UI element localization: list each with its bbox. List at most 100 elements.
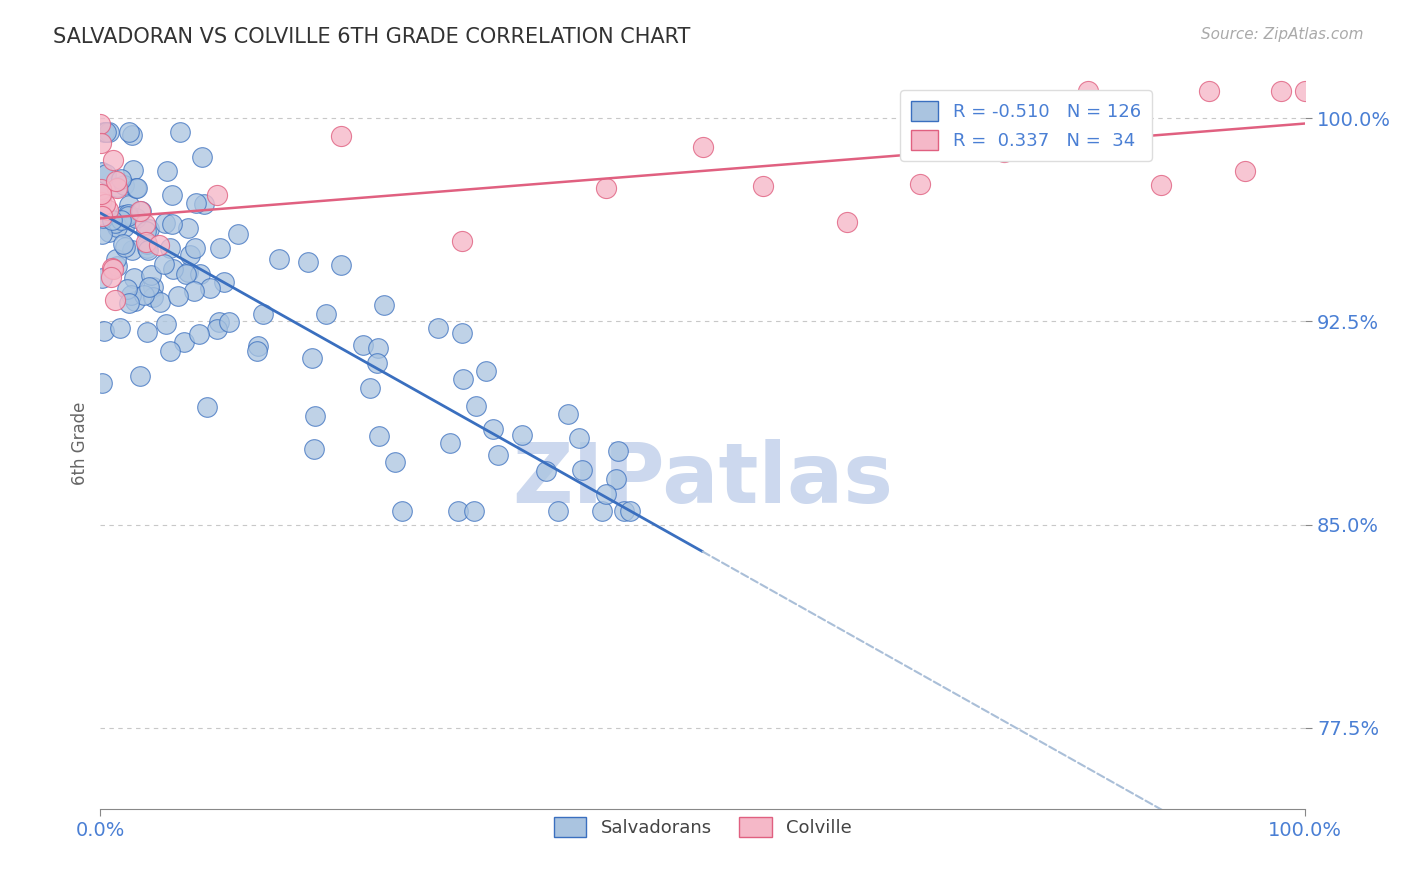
Point bbox=[101, 261, 124, 276]
Point bbox=[595, 487, 617, 501]
Point bbox=[188, 267, 211, 281]
Point bbox=[98, 225, 121, 239]
Point bbox=[108, 321, 131, 335]
Point bbox=[97, 125, 120, 139]
Point bbox=[121, 128, 143, 142]
Point bbox=[90, 209, 112, 223]
Point bbox=[193, 196, 215, 211]
Point bbox=[148, 237, 170, 252]
Point bbox=[135, 235, 157, 250]
Point bbox=[208, 315, 231, 329]
Point bbox=[125, 180, 148, 194]
Point bbox=[207, 188, 229, 202]
Point bbox=[101, 213, 124, 227]
Point bbox=[134, 288, 156, 302]
Point bbox=[207, 322, 229, 336]
Point bbox=[267, 252, 290, 266]
Point bbox=[103, 261, 125, 276]
Point bbox=[367, 429, 389, 443]
Point bbox=[366, 356, 388, 370]
Point bbox=[160, 217, 183, 231]
Y-axis label: 6th Grade: 6th Grade bbox=[72, 401, 89, 485]
Point bbox=[138, 280, 160, 294]
Point bbox=[246, 343, 269, 358]
Point bbox=[373, 298, 395, 312]
Point bbox=[112, 236, 135, 251]
Point bbox=[96, 168, 118, 182]
Point bbox=[190, 150, 212, 164]
Point bbox=[247, 338, 270, 352]
Point bbox=[186, 196, 208, 211]
Point bbox=[125, 211, 148, 226]
Point bbox=[183, 241, 205, 255]
Point bbox=[114, 239, 136, 253]
Point bbox=[198, 281, 221, 295]
Point bbox=[135, 325, 157, 339]
Point bbox=[97, 202, 120, 217]
Point bbox=[510, 428, 533, 442]
Point bbox=[91, 211, 114, 226]
Point bbox=[304, 409, 326, 423]
Point bbox=[595, 180, 617, 194]
Point bbox=[117, 296, 139, 310]
Point bbox=[91, 376, 114, 391]
Point bbox=[315, 307, 337, 321]
Point bbox=[1198, 84, 1220, 98]
Point bbox=[297, 255, 319, 269]
Point bbox=[90, 186, 112, 201]
Text: SALVADORAN VS COLVILLE 6TH GRADE CORRELATION CHART: SALVADORAN VS COLVILLE 6TH GRADE CORRELA… bbox=[53, 27, 690, 46]
Point bbox=[619, 504, 641, 518]
Point bbox=[169, 125, 191, 139]
Point bbox=[391, 504, 413, 518]
Point bbox=[122, 271, 145, 285]
Point bbox=[179, 248, 201, 262]
Point bbox=[166, 289, 188, 303]
Point bbox=[90, 182, 112, 196]
Point bbox=[89, 117, 111, 131]
Point bbox=[993, 145, 1015, 160]
Point bbox=[1270, 84, 1292, 98]
Point bbox=[162, 262, 184, 277]
Point bbox=[159, 344, 181, 359]
Point bbox=[117, 125, 139, 139]
Point bbox=[557, 407, 579, 421]
Point bbox=[837, 215, 859, 229]
Point bbox=[439, 436, 461, 450]
Point bbox=[475, 364, 498, 378]
Point bbox=[160, 188, 183, 202]
Point bbox=[605, 472, 627, 486]
Point bbox=[149, 294, 172, 309]
Point bbox=[159, 241, 181, 255]
Point bbox=[359, 381, 381, 395]
Point bbox=[463, 504, 485, 518]
Point bbox=[568, 432, 591, 446]
Point bbox=[1233, 163, 1256, 178]
Point bbox=[90, 136, 112, 150]
Point bbox=[142, 280, 165, 294]
Point bbox=[121, 244, 143, 258]
Point bbox=[607, 444, 630, 458]
Point bbox=[129, 203, 152, 218]
Point bbox=[112, 208, 135, 222]
Point bbox=[571, 463, 593, 477]
Point bbox=[486, 448, 509, 462]
Point bbox=[112, 178, 135, 192]
Point bbox=[129, 204, 152, 219]
Point bbox=[218, 315, 240, 329]
Point bbox=[128, 369, 150, 384]
Point bbox=[908, 177, 931, 191]
Point bbox=[183, 284, 205, 298]
Point bbox=[534, 464, 557, 478]
Point bbox=[105, 179, 128, 194]
Point bbox=[136, 243, 159, 257]
Point bbox=[1294, 84, 1316, 98]
Point bbox=[91, 227, 114, 241]
Point bbox=[135, 224, 157, 238]
Point bbox=[105, 181, 128, 195]
Point bbox=[134, 217, 156, 231]
Point bbox=[110, 171, 132, 186]
Point bbox=[105, 259, 128, 273]
Point bbox=[103, 153, 125, 168]
Point bbox=[110, 213, 132, 227]
Point bbox=[124, 294, 146, 309]
